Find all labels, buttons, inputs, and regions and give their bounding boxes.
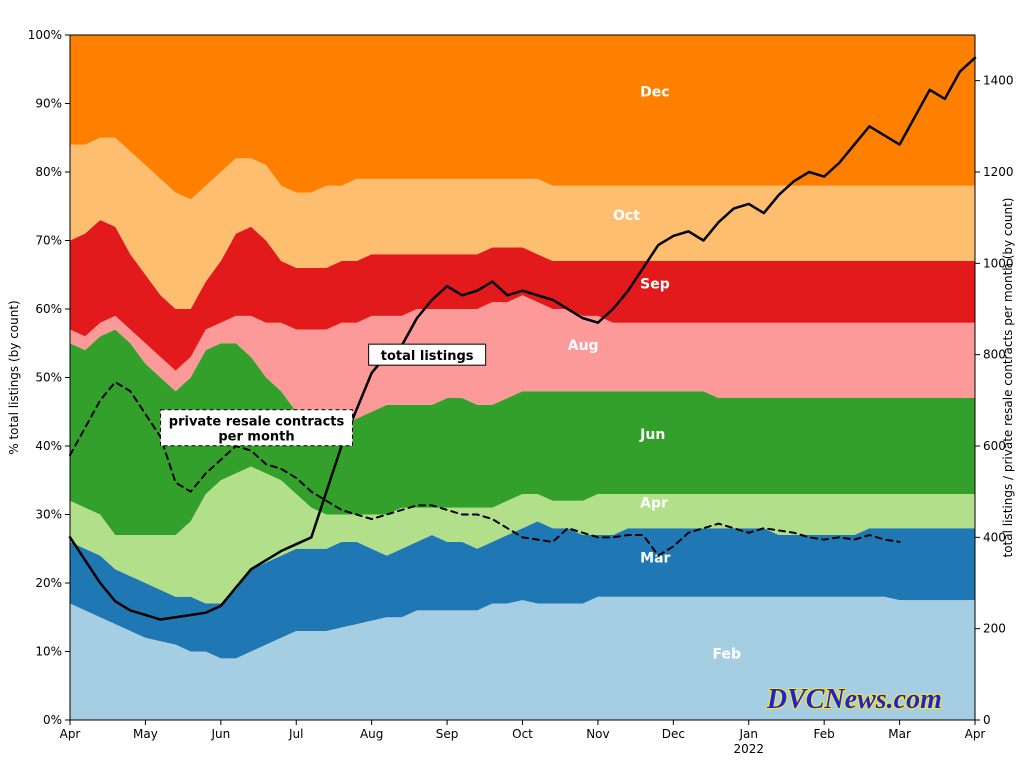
watermark-text: DVCNews.com	[766, 684, 942, 715]
chart-container: Feb Mar Apr Jun Aug Sep Oct Dec total listings pr…	[0, 0, 1024, 768]
yr-tick-0: 0	[983, 713, 991, 727]
x-tick-3: Jul	[288, 727, 303, 741]
x-tick-7: Nov	[586, 727, 609, 741]
layer-label-apr: Apr	[640, 496, 668, 512]
x-tick-1: May	[133, 727, 158, 741]
x-tick-4: Aug	[360, 727, 383, 741]
yr-tick-1200: 1200	[983, 165, 1014, 179]
annot-private-resale-text-0: private resale contracts	[169, 415, 345, 430]
yl-tick-90: 90%	[35, 97, 62, 111]
layer-label-aug: Aug	[568, 338, 599, 354]
yl-tick-60: 60%	[35, 302, 62, 316]
x-tick-6: Oct	[512, 727, 533, 741]
layer-label-oct: Oct	[613, 208, 640, 224]
yr-tick-200: 200	[983, 622, 1006, 636]
y-right-label: total listings / private resale contract…	[1001, 198, 1015, 558]
layer-label-dec: Dec	[640, 85, 669, 101]
x-tick-5: Sep	[436, 727, 459, 741]
yl-tick-100: 100%	[28, 28, 62, 42]
yr-tick-1400: 1400	[983, 74, 1014, 88]
stacked-layers	[70, 35, 975, 720]
yl-tick-50: 50%	[35, 371, 62, 385]
x-tick-10: Feb	[814, 727, 835, 741]
layer-label-mar: Mar	[640, 550, 670, 566]
yl-tick-20: 20%	[35, 576, 62, 590]
y-left-label: % total listings (by count)	[7, 300, 21, 454]
x-tick-0: Apr	[60, 727, 81, 741]
layer-dec	[70, 35, 975, 199]
yl-tick-80: 80%	[35, 165, 62, 179]
layer-label-feb: Feb	[713, 646, 742, 662]
annot-private-resale-text-1: per month	[218, 430, 294, 445]
yl-tick-70: 70%	[35, 234, 62, 248]
x-tick-9: Jan	[739, 727, 759, 741]
annot-total-listings-text-0: total listings	[381, 349, 474, 364]
layer-label-jun: Jun	[639, 427, 665, 443]
x-year-sublabel: 2022	[733, 742, 764, 756]
x-tick-8: Dec	[662, 727, 685, 741]
x-tick-11: Mar	[888, 727, 911, 741]
yl-tick-40: 40%	[35, 439, 62, 453]
x-tick-12: Apr	[965, 727, 986, 741]
layer-label-sep: Sep	[640, 276, 670, 292]
chart-svg: Feb Mar Apr Jun Aug Sep Oct Dec total listings pr…	[0, 0, 1024, 768]
x-tick-2: Jun	[210, 727, 230, 741]
yl-tick-10: 10%	[35, 645, 62, 659]
yl-tick-30: 30%	[35, 508, 62, 522]
yl-tick-0: 0%	[43, 713, 62, 727]
